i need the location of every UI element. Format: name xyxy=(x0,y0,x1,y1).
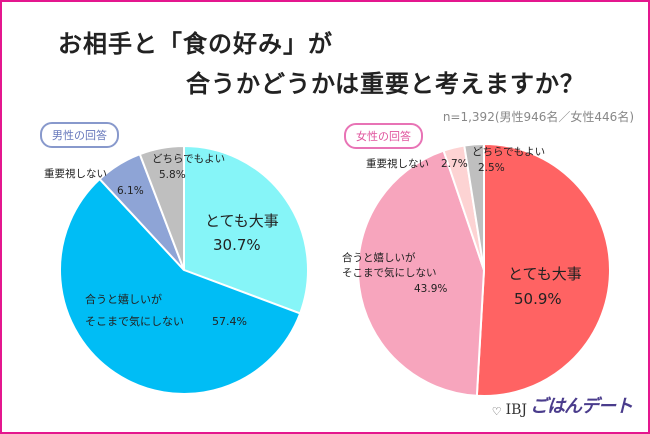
female-slice-1 xyxy=(357,149,486,397)
female-answers-badge: 女性の回答 xyxy=(344,123,423,149)
sample-size-note: n=1,392(男性946名／女性446名) xyxy=(442,110,634,124)
female-value-nice: 43.9% xyxy=(414,283,447,295)
male-slice-3 xyxy=(138,144,185,271)
male-label-very-important: とても大事 xyxy=(205,212,279,230)
male-label-nice-line1: 合うと嬉しいが xyxy=(85,292,162,306)
female-label-nice-line1: 合うと嬉しいが xyxy=(342,251,416,264)
title-line-2: 合うかどうかは重要と考えますか？ xyxy=(186,70,586,98)
male-label-not-important: 重要視しない xyxy=(44,167,107,180)
female-value-not-important: 2.7% xyxy=(441,158,468,170)
ibj-gohan-date-logo: ♡ IBJ ごはんデート xyxy=(491,392,633,418)
female-slice-3 xyxy=(463,142,485,271)
male-value-nice: 57.4% xyxy=(212,315,247,328)
male-slice-1 xyxy=(59,177,302,395)
female-label-either: どちらでもよい xyxy=(472,146,545,158)
female-value-very-important: 50.9% xyxy=(514,290,562,308)
male-label-nice-line2: そこまで気にしない xyxy=(85,314,184,328)
male-answers-badge: 男性の回答 xyxy=(40,122,119,148)
female-pie xyxy=(357,142,611,397)
male-value-either: 5.8% xyxy=(159,169,186,181)
male-label-either: どちらでもよい xyxy=(152,153,225,165)
female-label-very-important: とても大事 xyxy=(508,265,582,283)
heart-icon: ♡ xyxy=(491,405,502,418)
logo-brand-text: ごはんデート xyxy=(530,396,633,417)
female-label-nice-line2: そこまで気にしない xyxy=(342,266,437,279)
male-value-not-important: 6.1% xyxy=(117,185,144,197)
male-slice-0 xyxy=(183,144,309,315)
female-value-either: 2.5% xyxy=(478,162,505,174)
male-pie xyxy=(59,144,309,395)
logo-ibj-text: IBJ xyxy=(505,402,527,418)
title-line-1: お相手と「食の好み」が xyxy=(58,30,333,58)
female-label-not-important: 重要視しない xyxy=(366,157,429,170)
male-value-very-important: 30.7% xyxy=(213,236,261,254)
female-slice-0 xyxy=(475,142,611,397)
